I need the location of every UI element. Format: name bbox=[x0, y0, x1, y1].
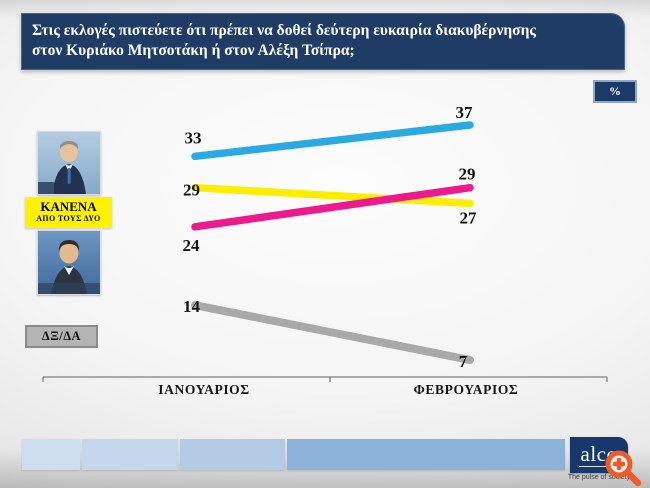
value-label-dx-da-1: 7 bbox=[459, 352, 468, 371]
value-label-kanena-apo-tous-dyo-0: 29 bbox=[183, 181, 200, 200]
value-label-tsipras-1: 29 bbox=[459, 165, 476, 184]
mitsotakis-photo bbox=[37, 131, 101, 195]
alco-tagline: The pulse of society bbox=[567, 474, 631, 481]
question-title-box: Στις εκλογές πιστεύετε ότι πρέπει να δοθ… bbox=[21, 13, 625, 70]
trend-line-dx-da bbox=[191, 301, 474, 364]
month-label-january: ΙΑΝΟΥΑΡΙΟΣ bbox=[158, 382, 250, 397]
month-label-february: ΦΕΒΡΟΥΑΡΙΟΣ bbox=[413, 382, 519, 397]
kanena-label-line-2: ΑΠΟ ΤΟΥΣ ΔΥΟ bbox=[36, 214, 101, 223]
dxda-label-text: ΔΞ/ΔΑ bbox=[41, 329, 82, 343]
question-title-line-1: Στις εκλογές πιστεύετε ότι πρέπει να δοθ… bbox=[32, 22, 536, 39]
footer-bar-segment-4 bbox=[287, 439, 565, 470]
dxda-legend-label: ΔΞ/ΔΑ bbox=[25, 325, 98, 348]
trend-line-mitsotakis bbox=[191, 121, 474, 161]
tsipras-portrait-icon bbox=[38, 231, 100, 294]
trend-line-tsipras bbox=[191, 183, 474, 231]
trend-line-kanena-apo-tous-dyo bbox=[191, 183, 474, 208]
kanena-label-line-1: ΚΑΝΕΝΑ bbox=[40, 199, 97, 214]
kanena-legend-label: ΚΑΝΕΝΑ ΑΠΟ ΤΟΥΣ ΔΥΟ bbox=[25, 197, 112, 228]
tsipras-photo bbox=[37, 230, 101, 295]
footer-bar-segment-3 bbox=[180, 439, 285, 470]
percent-unit-label: % bbox=[609, 84, 621, 98]
value-label-dx-da-0: 14 bbox=[183, 297, 201, 316]
mitsotakis-portrait-icon bbox=[38, 132, 100, 194]
footer-bar-segment-2 bbox=[82, 439, 178, 470]
percent-unit-badge: % bbox=[593, 80, 637, 103]
footer-bars bbox=[0, 439, 650, 470]
value-label-tsipras-0: 24 bbox=[183, 236, 201, 255]
value-label-mitsotakis-0: 33 bbox=[185, 128, 202, 147]
value-label-mitsotakis-1: 37 bbox=[456, 103, 474, 122]
footer-bar-segment-1 bbox=[22, 439, 80, 470]
value-label-kanena-apo-tous-dyo-1: 27 bbox=[460, 208, 478, 227]
zoom-icon[interactable] bbox=[602, 448, 646, 488]
question-title-line-2: στον Κυριάκο Μητσοτάκη ή στον Αλέξη Τσίπ… bbox=[32, 42, 355, 59]
